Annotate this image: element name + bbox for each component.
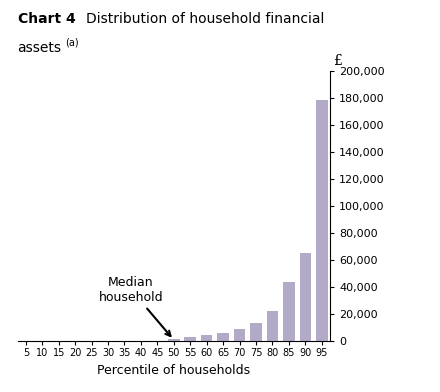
Bar	[217, 333, 229, 341]
Bar	[250, 323, 262, 341]
Bar	[201, 336, 213, 341]
Text: assets: assets	[18, 41, 62, 55]
Text: Chart 4: Chart 4	[18, 12, 75, 26]
Bar	[267, 311, 278, 341]
Bar	[168, 339, 180, 341]
Text: Distribution of household financial: Distribution of household financial	[86, 12, 324, 26]
Bar	[283, 281, 295, 341]
X-axis label: Percentile of households: Percentile of households	[97, 363, 250, 377]
Bar	[234, 329, 246, 341]
Bar	[184, 337, 196, 341]
Bar	[316, 100, 327, 341]
Bar	[300, 253, 311, 341]
Text: Median
household: Median household	[99, 276, 170, 336]
Text: £: £	[333, 54, 342, 68]
Text: (a): (a)	[65, 37, 79, 47]
